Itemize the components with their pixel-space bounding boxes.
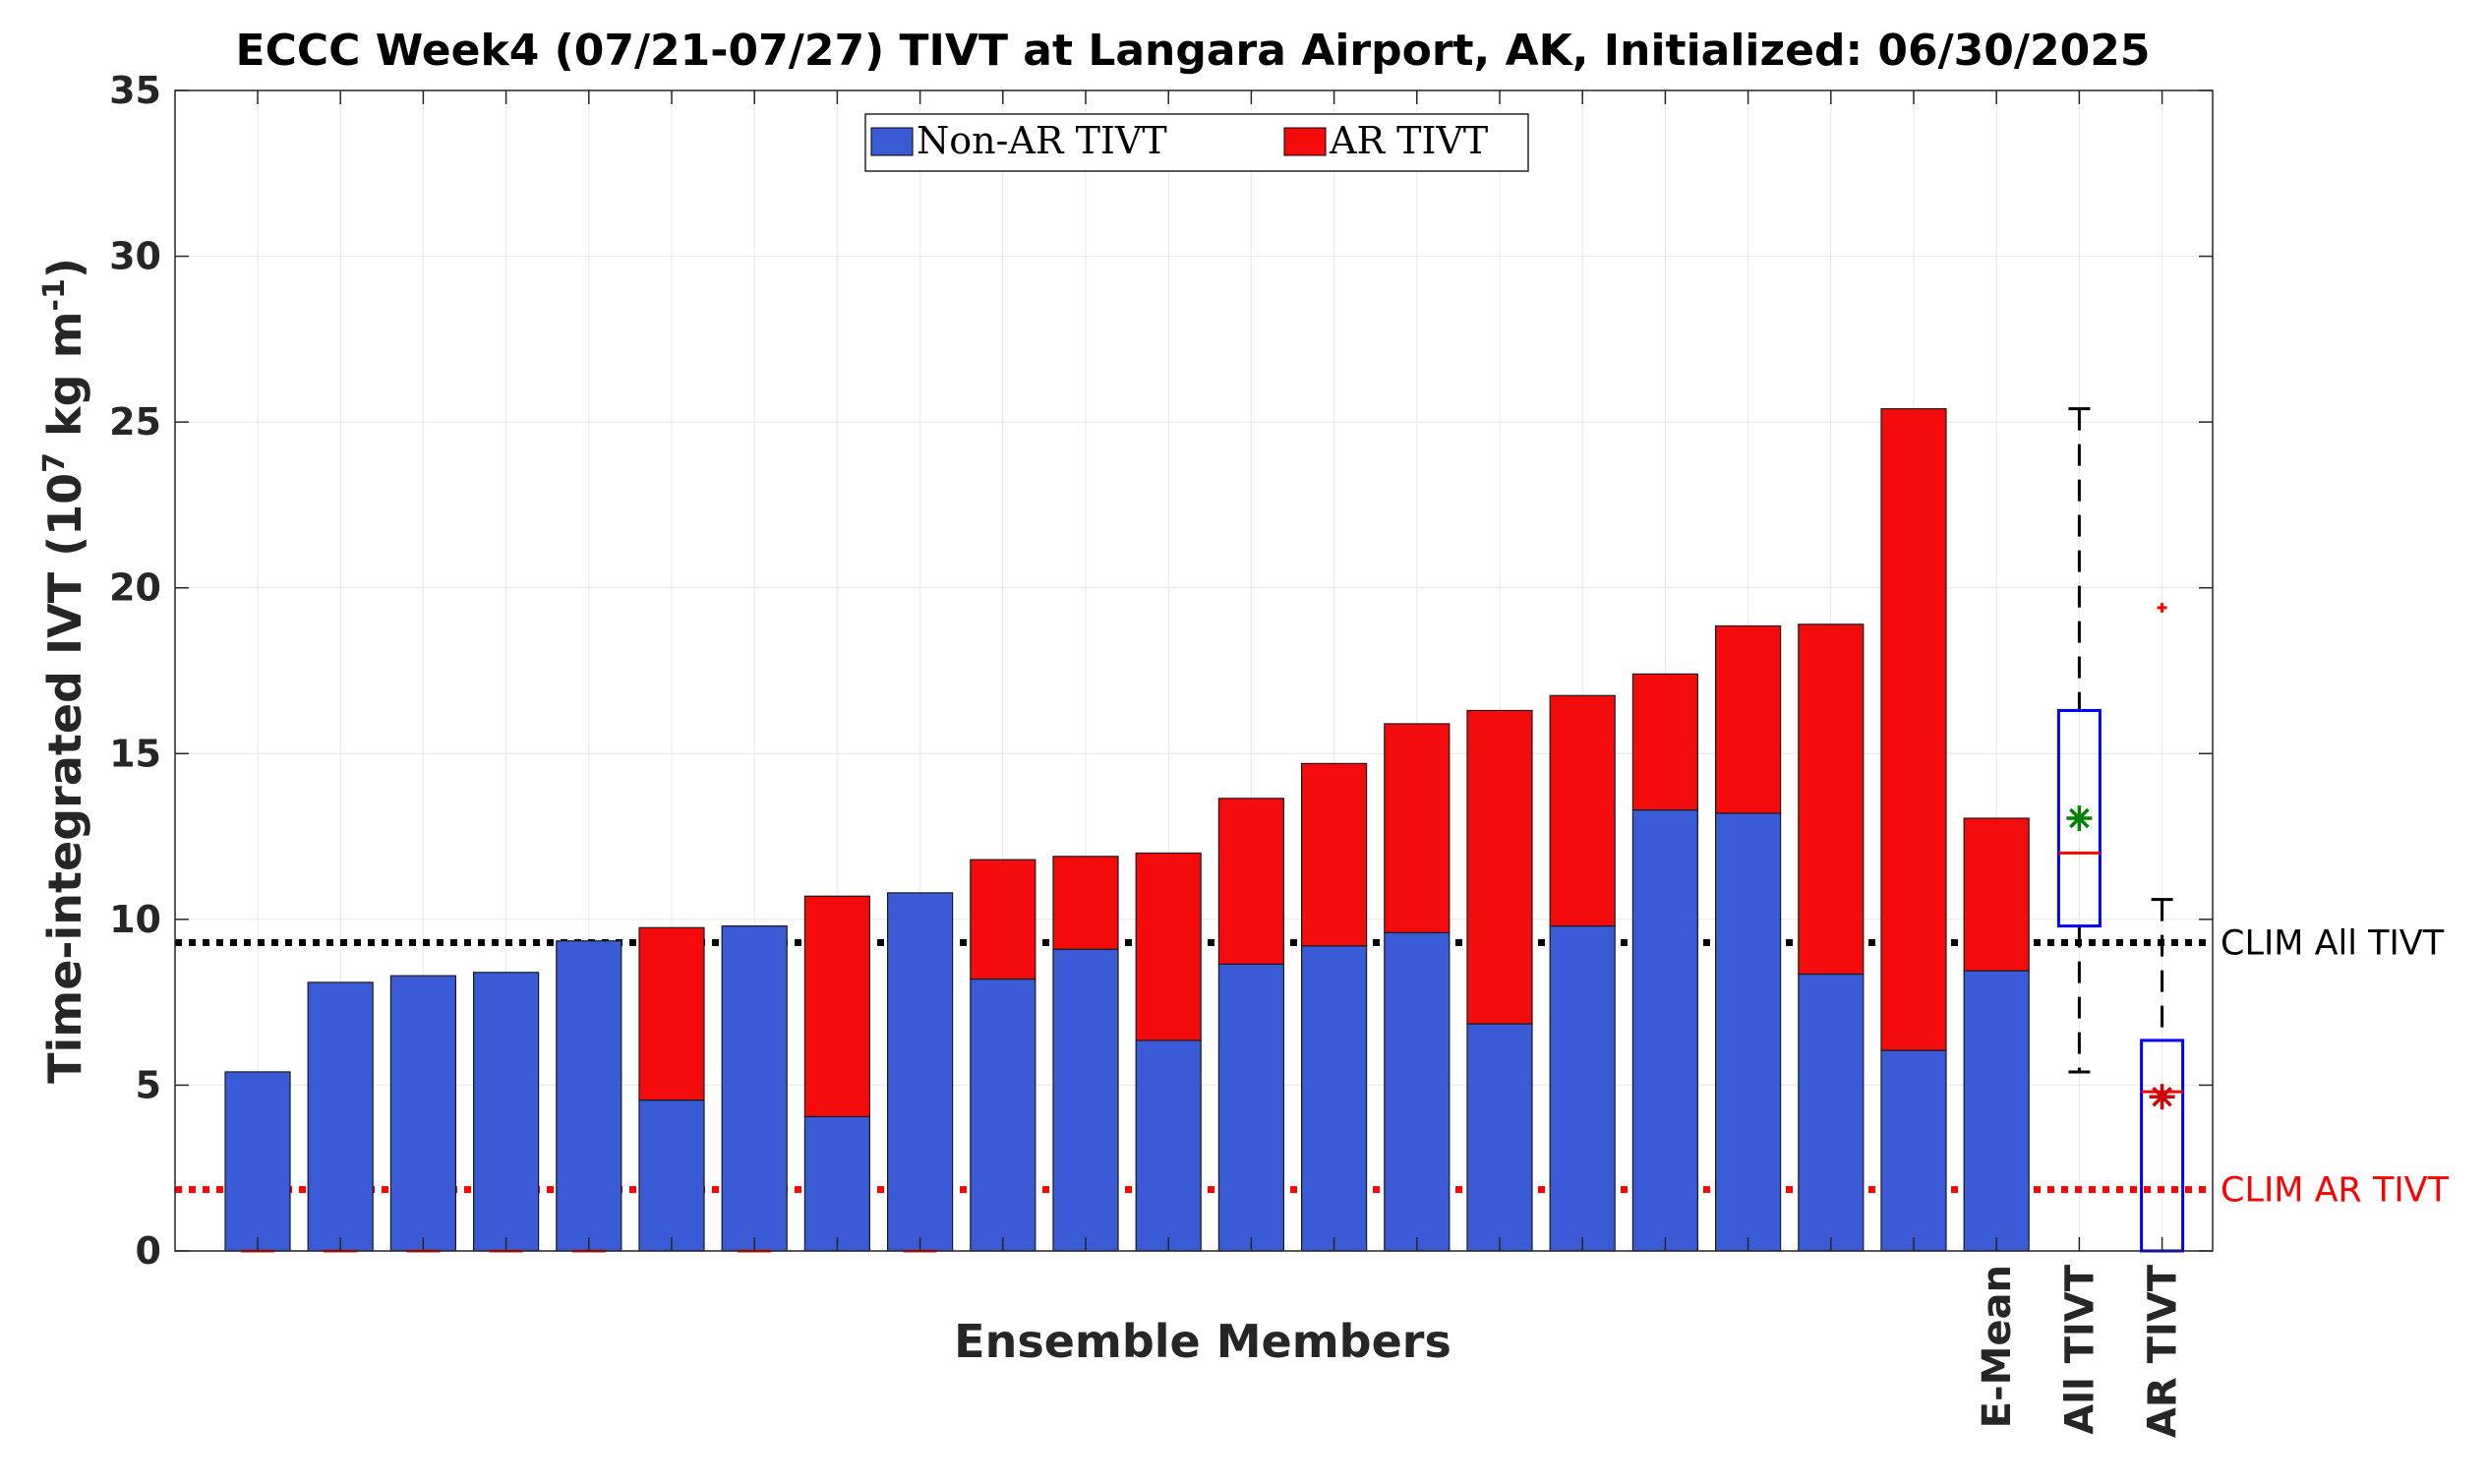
y-tick-label: 35	[109, 69, 161, 112]
axes-frame	[174, 89, 2214, 1252]
y-axis-label-end: )	[38, 258, 91, 278]
x-category-labels: E-Mean All TIVT AR TIVT	[1975, 1264, 2185, 1438]
bar-non-ar	[721, 924, 788, 1252]
bar-non-ar	[307, 981, 374, 1252]
legend-swatch-ar	[1283, 127, 1327, 156]
x-category-label: All TIVT	[2057, 1264, 2102, 1434]
bar-non-ar	[886, 892, 954, 1252]
bar-ar	[1135, 852, 1202, 1041]
boxplots	[2056, 407, 2185, 1253]
mean-marker	[2066, 805, 2093, 832]
mean-marker-stroke	[2152, 1086, 2172, 1107]
bar-non-ar	[803, 1115, 871, 1252]
bar-non-ar	[1549, 924, 1616, 1252]
y-tick-label: 10	[109, 898, 161, 941]
bar-non-ar	[1963, 970, 2030, 1252]
y-tick-label: 25	[109, 400, 161, 444]
bar-non-ar	[473, 972, 540, 1252]
y-tick-label: 20	[109, 566, 161, 610]
box	[2056, 708, 2102, 928]
bar-non-ar	[1217, 963, 1285, 1252]
y-tick-label: 5	[136, 1063, 161, 1106]
outlier-marker	[2157, 602, 2167, 613]
bar-non-ar	[1052, 948, 1119, 1252]
bar-ar	[1963, 817, 2030, 972]
chart-title: ECCC Week4 (07/21-07/27) TIVT at Langara…	[236, 26, 2151, 76]
legend-box	[864, 113, 1529, 172]
bar-non-ar	[1135, 1039, 1202, 1252]
y-axis-label-sup2: -1	[37, 278, 72, 311]
bar-non-ar	[1880, 1049, 1947, 1252]
bar-non-ar	[1384, 931, 1451, 1252]
legend-label-non-ar: Non-AR TIVT	[917, 119, 1167, 162]
legend-label-ar: AR TIVT	[1329, 119, 1488, 162]
y-tick-label: 15	[109, 732, 161, 775]
bar-ar	[1384, 723, 1451, 933]
bar-non-ar	[389, 975, 456, 1252]
bar-non-ar	[1466, 1023, 1533, 1252]
y-axis-label: Time-integrated IVT (107 kg m-1)	[37, 258, 92, 1084]
y-axis-label-sup1: 7	[37, 452, 72, 473]
x-category-label: E-Mean	[1975, 1265, 2020, 1428]
legend: Non-AR TIVT AR TIVT	[864, 113, 1529, 172]
bar-ar	[970, 859, 1036, 980]
bar-ar	[638, 926, 705, 1101]
reference-line-label: CLIM All TIVT	[2221, 923, 2445, 963]
bar-non-ar	[1798, 973, 1865, 1252]
bar-non-ar	[556, 940, 622, 1252]
bar-non-ar	[1300, 945, 1368, 1252]
y-ticks: 0 5 10 15 20 25 30 35	[109, 69, 2213, 1273]
bar-ar	[1880, 408, 1947, 1051]
y-tick-label: 0	[136, 1229, 161, 1273]
x-category-label: AR TIVT	[2141, 1264, 2186, 1438]
bar-ar	[1052, 856, 1119, 950]
bars	[224, 408, 2030, 1253]
y-axis-label-main: Time-integrated IVT (10	[38, 473, 91, 1084]
bar-ar	[803, 895, 871, 1118]
bar-ar	[1549, 694, 1616, 927]
reference-line-label: CLIM AR TIVT	[2221, 1171, 2450, 1211]
bar-ar	[1466, 709, 1533, 1025]
bar-non-ar	[638, 1098, 705, 1252]
bar-ar	[1798, 623, 1865, 976]
bar-non-ar	[1631, 808, 1699, 1252]
mean-marker-stroke	[2069, 807, 2090, 829]
reference-labels: CLIM All TIVT CLIM AR TIVT	[2221, 923, 2450, 1210]
bar-non-ar	[1714, 812, 1782, 1252]
bar-ar	[1631, 673, 1699, 811]
bar-ar	[1714, 624, 1782, 814]
mean-marker	[2149, 1084, 2175, 1110]
y-axis-label-mid: kg m	[38, 312, 91, 452]
bar-non-ar	[970, 978, 1036, 1252]
x-axis-label: Ensemble Members	[954, 1315, 1451, 1368]
legend-swatch-non-ar	[870, 127, 914, 156]
bar-ar	[1217, 798, 1285, 965]
bar-non-ar	[224, 1071, 291, 1252]
bar-ar	[1300, 762, 1368, 947]
y-tick-label: 30	[109, 235, 161, 278]
